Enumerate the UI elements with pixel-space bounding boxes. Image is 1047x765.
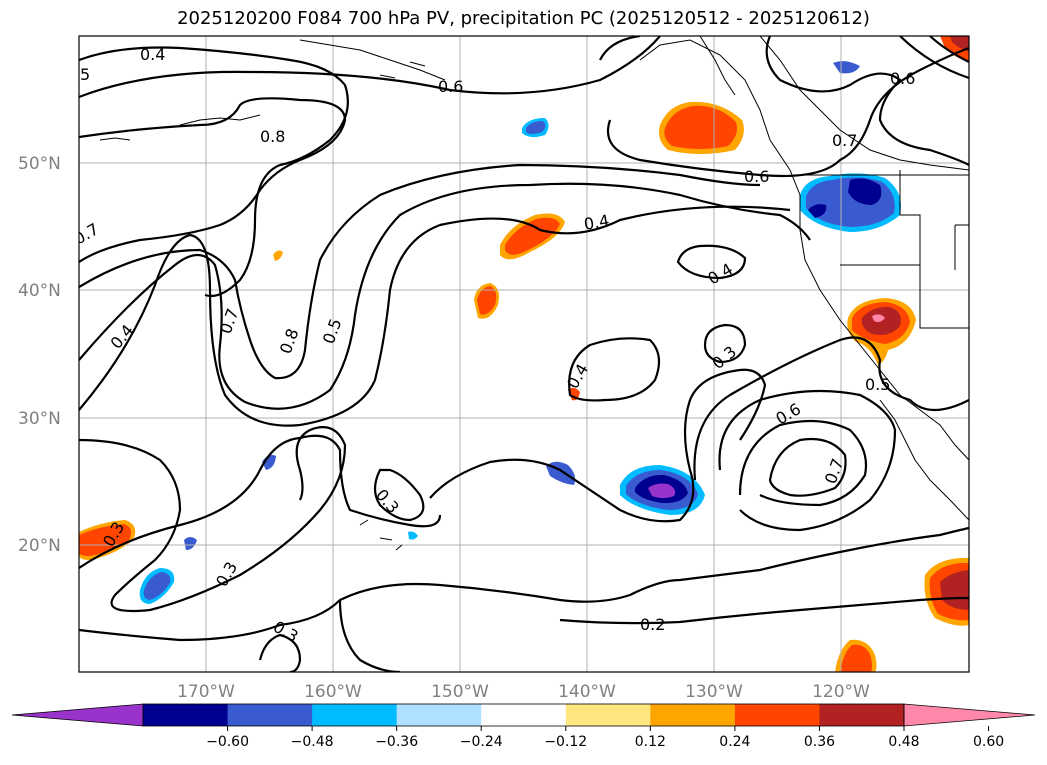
colorbar-segment (312, 704, 398, 726)
colorbar-ticks: −0.60 −0.48 −0.36 −0.24 −0.12 0.12 0.24 0.36 0.4… (206, 726, 1004, 750)
longitude-labels: 170°W 160°W 150°W 140°W 130°W 120°W (177, 682, 870, 700)
latitude-labels: 50°N 40°N 30°N 20°N (18, 154, 61, 556)
lat-label: 40°N (18, 281, 61, 301)
map-title: 2025120200 F084 700 hPa PV, precipitatio… (177, 8, 870, 29)
lon-label: 120°W (812, 682, 870, 700)
contour-label: 5 (80, 65, 90, 84)
colorbar-segment (143, 704, 229, 726)
lon-label: 150°W (431, 682, 489, 700)
contour-label: 0.8 (260, 127, 285, 146)
colorbar-frame (142, 703, 905, 727)
colorbar-extend-low (11, 703, 144, 727)
pv-contours (79, 36, 969, 672)
map-frame (78, 35, 970, 673)
colorbar-tick-label: −0.60 (206, 734, 249, 750)
colorbar-tick-label: 0.12 (635, 734, 666, 750)
contour-label: 0.6 (438, 77, 463, 96)
colorbar-tick-label: −0.36 (375, 734, 418, 750)
colorbar-tick-label: −0.12 (544, 734, 587, 750)
contour-label: 0.7 (71, 219, 103, 248)
colorbar-segment (819, 704, 905, 726)
contour-label: 0.7 (216, 306, 243, 336)
contour-label: 0.6 (890, 69, 915, 88)
map-canvas: 0.4 5 0.6 0.8 0.7 0.6 0.6 0.7 0.4 0.4 0.… (18, 35, 970, 700)
colorbar-extend-high (903, 703, 1036, 727)
contour-label: 0.6 (773, 399, 805, 428)
lon-label: 160°W (304, 682, 362, 700)
colorbar-tick-label: 0.60 (973, 734, 1004, 750)
contour-label: 0.2 (640, 615, 665, 634)
colorbar-segment (481, 704, 567, 726)
contour-label: 0.6 (744, 167, 769, 186)
colorbar-segment (650, 704, 736, 726)
lat-label: 50°N (18, 154, 61, 174)
colorbar-tick-label: 0.48 (888, 734, 919, 750)
lat-label: 30°N (18, 409, 61, 429)
contour-label: 0.8 (276, 326, 303, 356)
colorbar-tick-label: −0.24 (460, 734, 503, 750)
contour-label: 0.5 (319, 316, 346, 346)
lat-label: 20°N (18, 536, 61, 556)
contour-labels: 0.4 5 0.6 0.8 0.7 0.6 0.6 0.7 0.4 0.4 0.… (71, 45, 915, 646)
contour-label: 0.5 (865, 375, 890, 394)
colorbar-tick-label: −0.48 (291, 734, 334, 750)
contour-label: 0.4 (140, 45, 165, 64)
colorbar-segment (227, 704, 313, 726)
colorbar-segments (11, 703, 1036, 727)
contour-label: 0.4 (705, 259, 737, 288)
colorbar-segment (396, 704, 482, 726)
colorbar-tick-label: 0.36 (804, 734, 835, 750)
contour-label: 0.3 (372, 485, 403, 517)
lon-label: 130°W (685, 682, 743, 700)
contour-label: 0.7 (832, 131, 857, 150)
contour-label: 0.4 (582, 211, 610, 234)
contour-label: 0.4 (563, 360, 592, 392)
lon-label: 140°W (558, 682, 616, 700)
contour-label: 0.7 (821, 456, 848, 486)
precip-shading (79, 36, 969, 672)
colorbar-segment (565, 704, 651, 726)
colorbar-tick-label: 0.24 (719, 734, 750, 750)
coastlines (99, 36, 969, 551)
colorbar-segment (734, 704, 820, 726)
contour-label: 0.3 (708, 342, 740, 373)
lon-label: 170°W (177, 682, 235, 700)
